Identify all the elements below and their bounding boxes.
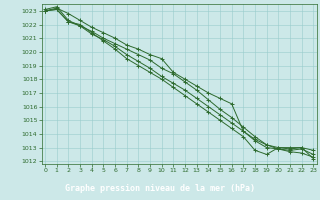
Text: Graphe pression niveau de la mer (hPa): Graphe pression niveau de la mer (hPa) [65,184,255,193]
